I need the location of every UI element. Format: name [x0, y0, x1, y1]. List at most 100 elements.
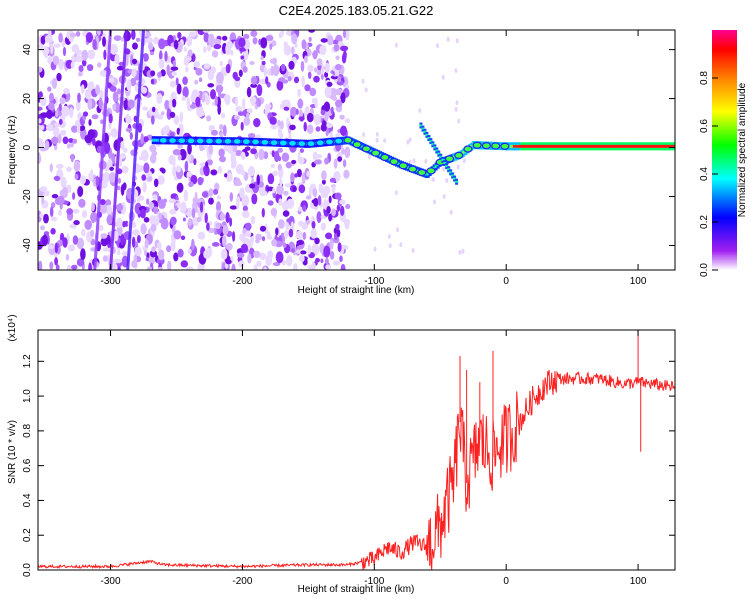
signal-blob: [167, 136, 178, 145]
noise-blob: [122, 250, 128, 257]
noise-blob: [145, 37, 153, 45]
noise-blob: [151, 150, 158, 157]
noise-blob: [311, 262, 316, 270]
noise-blob: [296, 230, 303, 239]
noise-blob: [218, 148, 225, 157]
x-tick-label: -200: [232, 276, 252, 287]
signal-core: [369, 149, 373, 153]
noise-blob: [279, 177, 283, 187]
noise-blob: [46, 123, 54, 132]
noise-blob: [55, 109, 59, 118]
noise-blob: [173, 115, 180, 125]
noise-blob: [263, 66, 268, 77]
noise-blob: [333, 158, 338, 169]
noise-blob: [125, 115, 132, 125]
signal-blob: [214, 137, 224, 145]
noise-blob: [340, 125, 347, 137]
noise-blob: [296, 249, 301, 254]
noise-blob: [152, 106, 156, 113]
y-tick-label: -40: [22, 238, 33, 253]
noise-blob: [168, 98, 173, 110]
noise-blob: [135, 37, 141, 42]
noise-blob: [140, 86, 148, 94]
noise-blob: [299, 255, 305, 263]
noise-blob: [313, 67, 318, 73]
noise-blob: [276, 80, 284, 91]
noise-blob: [212, 188, 219, 195]
signal-core: [470, 145, 474, 149]
signal-branch-core: [435, 149, 439, 152]
noise-blob: [219, 155, 226, 163]
noise-blob: [446, 36, 450, 42]
noise-blob: [169, 80, 177, 88]
noise-blob: [305, 219, 311, 224]
noise-blob: [222, 124, 227, 137]
y-tick-label: 0.0: [22, 563, 33, 577]
noise-blob: [102, 172, 111, 183]
noise-blob: [229, 192, 234, 202]
noise-blob: [324, 86, 332, 98]
colorbar-tick-label: 0.6: [699, 119, 710, 133]
noise-blob: [103, 141, 111, 154]
noise-blob: [276, 184, 284, 195]
noise-blob: [160, 69, 166, 77]
noise-blob: [244, 146, 251, 151]
noise-blob: [156, 242, 162, 251]
noise-blob: [131, 58, 138, 65]
spectrogram-frame: [37, 29, 676, 271]
noise-blob: [320, 63, 325, 75]
noise-blob: [269, 42, 273, 51]
noise-blob: [242, 205, 248, 212]
noise-blob: [220, 248, 228, 260]
signal-branch-core: [441, 158, 445, 161]
noise-blob: [117, 177, 121, 184]
noise-blob: [132, 42, 138, 50]
noise-blob: [250, 76, 258, 85]
noise-blob: [339, 255, 343, 262]
y-tick-label: -20: [22, 189, 33, 204]
noise-blob: [339, 114, 345, 120]
noise-blob: [67, 244, 76, 252]
noise-blob: [399, 242, 403, 248]
noise-blob: [81, 49, 89, 61]
signal-blob: [334, 137, 344, 145]
noise-blob: [180, 235, 186, 241]
noise-blob: [204, 212, 208, 224]
noise-blob: [97, 62, 102, 68]
noise-blob: [311, 243, 320, 256]
noise-blob: [273, 150, 280, 163]
noise-blob: [58, 103, 62, 112]
colorbar-tick-label: 0.8: [699, 71, 710, 85]
noise-blob: [292, 186, 297, 192]
noise-blob: [71, 264, 78, 270]
noise-blob: [176, 83, 182, 95]
signal-blob: [361, 145, 371, 153]
noise-blob: [344, 118, 351, 124]
noise-blob: [38, 106, 43, 111]
noise-blob: [80, 248, 86, 261]
noise-blob: [78, 65, 84, 72]
noise-blob: [331, 208, 336, 217]
noise-blob: [138, 156, 144, 161]
noise-blob: [326, 35, 334, 46]
noise-blob: [103, 49, 107, 60]
colorbar-label: Normalized spectral amplitude: [737, 82, 748, 217]
noise-blob: [388, 243, 392, 249]
noise-blob: [72, 192, 76, 200]
noise-blob: [454, 68, 458, 74]
noise-blob: [297, 206, 303, 212]
noise-blob: [170, 216, 177, 226]
snr-frame: [37, 329, 676, 571]
noise-blob: [140, 133, 144, 145]
noise-blob: [261, 207, 265, 218]
noise-blob: [189, 104, 197, 109]
noise-blob: [329, 177, 336, 183]
noise-blob: [345, 203, 351, 210]
noise-blob: [51, 77, 58, 89]
noise-blob: [208, 197, 214, 205]
noise-blob: [105, 204, 113, 215]
noise-blob: [340, 45, 349, 52]
noise-blob: [50, 43, 54, 55]
noise-blob: [260, 55, 264, 61]
noise-blob: [340, 205, 345, 216]
